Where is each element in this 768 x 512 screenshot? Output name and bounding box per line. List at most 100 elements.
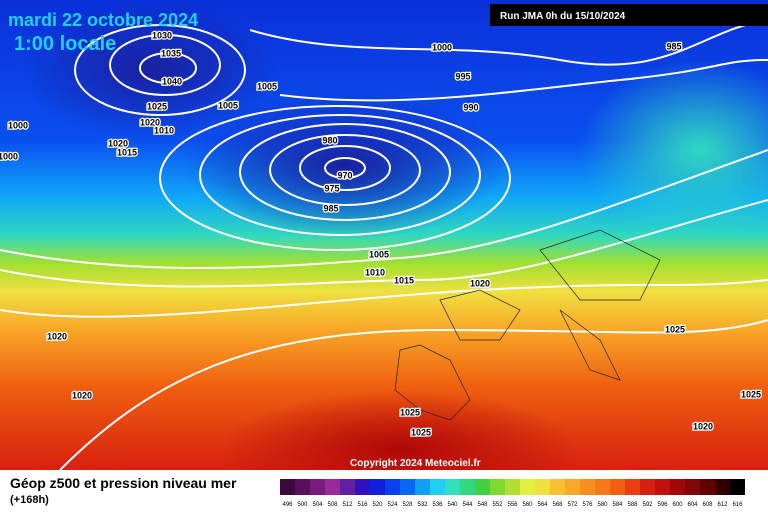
colorbar-label: 572 <box>567 502 578 508</box>
isobar-label: 1005 <box>257 81 277 91</box>
colorbar-label: 540 <box>447 502 458 508</box>
colorbar-swatch <box>520 479 535 495</box>
colorbar-swatch <box>655 479 670 495</box>
colorbar-swatch <box>685 479 700 495</box>
isobar-label: 1020 <box>470 278 490 288</box>
colorbar-label: 612 <box>717 502 728 508</box>
colorbar-swatch <box>550 479 565 495</box>
colorbar-label: 584 <box>612 502 623 508</box>
isobar-label: 1005 <box>369 249 389 259</box>
colorbar-swatch <box>610 479 625 495</box>
isobar-label: 1020 <box>140 117 160 127</box>
colorbar-swatch <box>535 479 550 495</box>
isobar-label: 975 <box>324 183 339 193</box>
isobar-label: 1030 <box>152 30 172 40</box>
colorbar-label: 508 <box>327 502 338 508</box>
isobar-label: 1000 <box>0 151 18 161</box>
colorbar-label: 588 <box>627 502 638 508</box>
isobar-label: 980 <box>322 135 337 145</box>
colorbar-swatch <box>325 479 340 495</box>
colorbar-swatch <box>670 479 685 495</box>
colorbar-swatch <box>475 479 490 495</box>
footer-title: Géop z500 et pression niveau mer <box>10 475 237 491</box>
isobar-label: 1040 <box>162 76 182 86</box>
colorbar-swatch <box>715 479 730 495</box>
colorbar-label: 544 <box>462 502 473 508</box>
colorbar-swatch <box>490 479 505 495</box>
colorbar-label: 568 <box>552 502 563 508</box>
colorbar-label: 520 <box>372 502 383 508</box>
isobar-label: 1025 <box>147 101 167 111</box>
isobar-label: 1025 <box>741 389 761 399</box>
isobar-label: 1020 <box>108 138 128 148</box>
colorbar-swatch <box>580 479 595 495</box>
colorbar-label: 532 <box>417 502 428 508</box>
colorbar-label: 604 <box>687 502 698 508</box>
colorbar-swatch <box>640 479 655 495</box>
isobar-label: 1010 <box>154 125 174 135</box>
colorbar-swatch <box>415 479 430 495</box>
colorbar-label: 596 <box>657 502 668 508</box>
colorbar-label: 592 <box>642 502 653 508</box>
colorbar-swatch <box>625 479 640 495</box>
colorbar-label: 516 <box>357 502 368 508</box>
isobar-labels: 1030 1035 1040 1025 1005 1005 1000 995 990 985 102… <box>0 29 762 439</box>
colorbar-label: 576 <box>582 502 593 508</box>
east-ridge <box>580 60 768 240</box>
isobar-label: 1020 <box>47 331 67 341</box>
colorbar-swatch <box>445 479 460 495</box>
colorbar-label: 608 <box>702 502 713 508</box>
isobar-label: 990 <box>463 102 478 112</box>
isobar-label: 1000 <box>8 120 28 130</box>
colorbar-label: 500 <box>297 502 308 508</box>
colorbar-swatch <box>280 479 295 495</box>
copyright: Copyright 2024 Meteociel.fr <box>350 458 481 469</box>
colorbar-swatch <box>700 479 715 495</box>
isobar-label: 995 <box>455 71 470 81</box>
isobar-label: 1020 <box>693 421 713 431</box>
local-time: 1:00 locale <box>14 33 116 55</box>
colorbar-label: 512 <box>342 502 353 508</box>
date-title: mardi 22 octobre 2024 <box>8 10 198 30</box>
colorbar-label: 564 <box>537 502 548 508</box>
coastlines <box>394 229 661 421</box>
isobar-label: 970 <box>337 170 352 180</box>
isobar-label: 1005 <box>218 100 238 110</box>
colorbar-label: 548 <box>477 502 488 508</box>
colorbar-label: 524 <box>387 502 398 508</box>
colorbar-swatch <box>595 479 610 495</box>
colorbar-label: 496 <box>282 502 293 508</box>
colorbar-label: 580 <box>597 502 608 508</box>
colorbar-label: 556 <box>507 502 518 508</box>
colorbar-label: 528 <box>402 502 413 508</box>
colorbar-swatch <box>310 479 325 495</box>
isobars <box>0 19 768 471</box>
run-text: Run JMA 0h du 15/10/2024 <box>500 11 626 22</box>
isobar-label: 985 <box>323 203 338 213</box>
isobar-label: 1010 <box>365 267 385 277</box>
colorbar-swatch <box>460 479 475 495</box>
colorbar-label: 552 <box>492 502 503 508</box>
isobar-label: 1020 <box>72 390 92 400</box>
colorbar-label: 616 <box>732 502 743 508</box>
isobar-label: 1025 <box>400 407 420 417</box>
run-box <box>490 4 768 26</box>
isobar-label: 1025 <box>665 324 685 334</box>
colorbar-swatch <box>565 479 580 495</box>
colorbar-swatch <box>295 479 310 495</box>
colorbar-swatch <box>385 479 400 495</box>
colorbar-label: 560 <box>522 502 533 508</box>
colorbar-swatch <box>730 479 745 495</box>
isobar-label: 1015 <box>117 147 137 157</box>
colorbar-swatch <box>370 479 385 495</box>
colorbar-swatch <box>505 479 520 495</box>
isobar-label: 985 <box>666 41 681 51</box>
colorbar-swatch <box>340 479 355 495</box>
colorbar-label: 600 <box>672 502 683 508</box>
colorbar: 496 500 504 508 512 516 520 524 528 532 536 540 544 5… <box>280 479 745 508</box>
colorbar-swatch <box>400 479 415 495</box>
isobar-label: 1000 <box>432 42 452 52</box>
colorbar-label: 536 <box>432 502 443 508</box>
